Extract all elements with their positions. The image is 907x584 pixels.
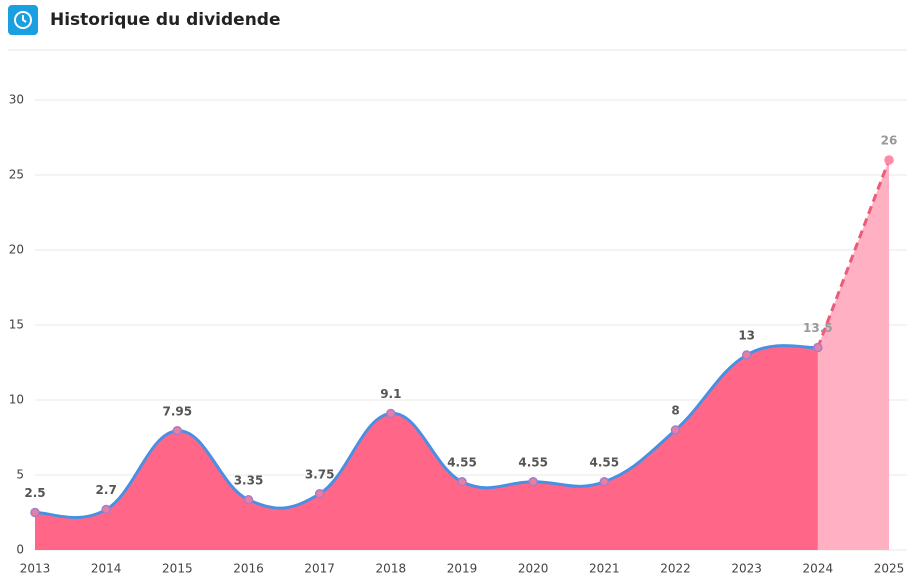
value-label: 2.7 (96, 483, 117, 497)
x-tick-label: 2024 (803, 562, 834, 576)
data-point (243, 495, 254, 505)
area (35, 345, 818, 550)
value-label: 7.95 (163, 404, 193, 418)
data-point (599, 477, 610, 487)
data-point (813, 342, 823, 353)
value-label: 2.5 (24, 486, 45, 500)
y-tick-label: 25 (9, 168, 24, 182)
data-point (528, 477, 538, 487)
value-label: 9.1 (380, 387, 401, 401)
y-tick-label: 30 (9, 93, 24, 107)
value-label: 3.35 (234, 473, 264, 487)
value-label: 4.55 (590, 455, 620, 469)
value-label: 13.5 (803, 321, 833, 335)
clock-hands (22, 15, 27, 23)
x-tick-label: 2019 (447, 562, 478, 576)
data-point (172, 426, 183, 436)
x-tick-label: 2020 (518, 562, 549, 576)
x-tick-label: 2025 (874, 562, 905, 576)
x-tick-label: 2015 (162, 562, 193, 576)
data-point (386, 408, 396, 419)
data-point (670, 425, 681, 435)
y-tick-label: 0 (16, 543, 24, 557)
data-point (30, 507, 40, 518)
data-point (314, 489, 325, 499)
x-tick-label: 2022 (660, 562, 691, 576)
value-label: 8 (671, 404, 679, 418)
y-tick-label: 10 (9, 393, 24, 407)
value-label: 26 (881, 134, 898, 148)
value-label: 4.55 (447, 455, 477, 469)
x-tick-label: 2023 (731, 562, 762, 576)
y-tick-label: 20 (9, 243, 24, 257)
value-label: 13 (738, 329, 755, 343)
x-tick-label: 2017 (304, 562, 335, 576)
y-tick-label: 5 (16, 468, 24, 482)
x-tick-label: 2021 (589, 562, 620, 576)
x-tick-label: 2018 (376, 562, 407, 576)
x-tick-label: 2013 (20, 562, 51, 576)
data-point (457, 477, 467, 487)
value-label: 3.75 (305, 467, 335, 481)
y-tick-label: 15 (9, 318, 24, 332)
value-label: 4.55 (518, 455, 548, 469)
data-point (741, 350, 752, 360)
projection-line (816, 159, 891, 349)
x-tick-label: 2016 (233, 562, 264, 576)
data-point (884, 155, 894, 165)
clock-face (14, 11, 32, 29)
projection-area (817, 160, 889, 550)
line (34, 344, 818, 519)
x-tick-label: 2014 (91, 562, 122, 576)
header-title: Historique du dividende (50, 10, 281, 30)
data-point (101, 504, 111, 515)
